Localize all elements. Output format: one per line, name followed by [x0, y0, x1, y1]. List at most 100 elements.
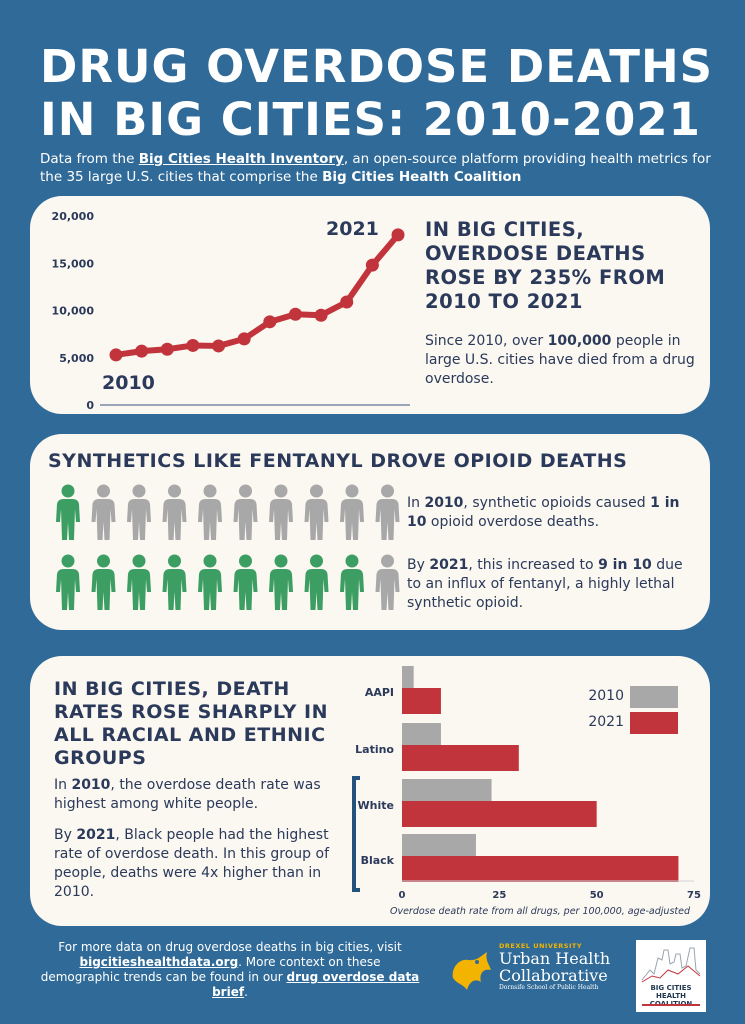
card1-text-c: people in large U.S. cities have died fr… [425, 333, 695, 387]
card2-t1e: opioid overdose deaths. [426, 514, 600, 530]
card2-t1a: In [407, 495, 425, 511]
overdose-line-chart: 20,000 15,000 10,000 5,000 0 2010 2021 [52, 210, 410, 412]
data-point-2020 [365, 258, 379, 272]
card1-text-b: 100,000 [547, 333, 612, 349]
uhc-line-2: Collaborative [499, 966, 608, 985]
overdose-series-line [113, 231, 401, 358]
person-icon [304, 484, 329, 540]
data-point-2021 [391, 228, 405, 242]
card3-t1c: , the overdose death rate was highest am… [54, 777, 321, 812]
data-point-2017 [288, 307, 302, 321]
person-icon [340, 484, 364, 540]
card2-t2e: due to an influx of fentanyl, a highly l… [407, 557, 683, 611]
card2-t2a: By [407, 557, 430, 573]
card2-t1c: , synthetic opioids caused [463, 495, 651, 511]
legend-label-2021: 2021 [588, 714, 624, 730]
person-icon [91, 484, 116, 540]
intro-text: Data from the Big Cities Health Inventor… [40, 150, 720, 186]
card2-t2b: 2021 [429, 557, 469, 573]
race-ethnicity-card: IN BIG CITIES, DEATH RATES ROSE SHARPLY … [30, 656, 710, 926]
bar-black-2010 [402, 834, 476, 856]
footer-link-website[interactable]: bigcitieshealthdata.org [79, 955, 239, 969]
legend-swatch-2010 [630, 686, 678, 708]
bar-black-2021 [402, 856, 679, 882]
bar-latino-2010 [402, 723, 441, 745]
category-label-black: Black [361, 854, 395, 867]
person-icon [198, 484, 222, 540]
end-year-label: 2021 [326, 218, 379, 240]
category-label-white: White [358, 799, 394, 812]
footer-a: For more data on drug overdose deaths in… [58, 940, 402, 954]
urban-health-collaborative-logo: DREXEL UNIVERSITY Urban Health Collabora… [447, 942, 627, 1002]
y-tick-label: 5,000 [59, 352, 94, 365]
race-bar-chart: AAPI Latino White Black 0 25 50 75 Overdose deat… [352, 666, 701, 917]
data-point-2018 [314, 308, 328, 322]
y-tick-label: 15,000 [52, 257, 95, 270]
page-title: DRUG OVERDOSE DEATHS IN BIG CITIES: 2010… [40, 40, 720, 146]
x-tick-label: 0 [399, 890, 406, 901]
person-icon [56, 484, 80, 540]
person-icon [233, 484, 258, 540]
person-icon [56, 554, 80, 610]
data-point-2012 [160, 342, 174, 356]
card3-t2a: By [54, 827, 77, 843]
x-tick-label: 25 [492, 890, 506, 901]
card3-text-2010: In 2010, the overdose death rate was hig… [54, 776, 354, 814]
data-point-2019 [340, 295, 354, 309]
data-point-2016 [263, 315, 277, 329]
card2-heading: SYNTHETICS LIKE FENTANYL DROVE OPIOID DE… [48, 450, 628, 472]
y-tick-label: 20,000 [52, 210, 95, 223]
person-icon [269, 484, 293, 540]
data-point-2013 [186, 338, 200, 352]
person-icon [375, 554, 400, 610]
dragon-icon [452, 952, 491, 990]
x-axis-title: Overdose death rate from all drugs, per … [390, 906, 691, 917]
uhc-text: DREXEL UNIVERSITY Urban Health Collabora… [499, 942, 629, 991]
person-icon [127, 554, 151, 610]
person-icon [375, 484, 400, 540]
category-label-aapi: AAPI [365, 686, 394, 699]
card2-text-2021: By 2021, this increased to 9 in 10 due t… [407, 556, 697, 613]
card2-text-2010: In 2010, synthetic opioids caused 1 in 1… [407, 494, 697, 532]
card3-t2b: 2021 [76, 827, 116, 843]
fentanyl-card: SYNTHETICS LIKE FENTANYL DROVE OPIOID DE… [30, 434, 710, 630]
start-year-label: 2010 [102, 372, 155, 394]
footer-link-brief[interactable]: drug overdose data brief [212, 970, 420, 999]
card3-t2c: , Black people had the highest rate of o… [54, 827, 330, 900]
intro-part-2: , an open-source platform providing heal… [40, 151, 711, 185]
card2-t1d: 1 in 10 [407, 495, 680, 530]
bar-white-2010 [402, 779, 492, 801]
card3-t1b: 2010 [71, 777, 111, 793]
bar-white-2021 [402, 801, 597, 827]
footer-text: For more data on drug overdose deaths in… [40, 940, 420, 1000]
legend-label-2010: 2010 [588, 688, 624, 704]
bchi-link[interactable]: Big Cities Health Inventory [138, 151, 344, 167]
person-icon [269, 554, 293, 610]
y-tick-label: 10,000 [52, 305, 95, 318]
card1-text-a: Since 2010, over [425, 333, 548, 349]
data-point-2010 [109, 348, 123, 362]
person-icon [162, 484, 187, 540]
person-icon [127, 484, 151, 540]
card3-text-2021: By 2021, Black people had the highest ra… [54, 826, 354, 902]
bchc-underline [642, 1004, 700, 1006]
card1-text: Since 2010, over 100,000 people in large… [425, 332, 695, 389]
legend-swatch-2021 [630, 712, 678, 734]
skyline-icon [641, 947, 701, 983]
data-point-2014 [212, 339, 226, 353]
data-point-2011 [135, 344, 149, 358]
x-tick-label: 75 [687, 890, 701, 901]
bchc-name: Big Cities Health Coalition [322, 169, 522, 185]
card3-heading: IN BIG CITIES, DEATH RATES ROSE SHARPLY … [54, 678, 328, 769]
category-label-latino: Latino [355, 743, 394, 756]
title-line-1: DRUG OVERDOSE DEATHS [40, 40, 714, 93]
card2-t2c: , this increased to [468, 557, 599, 573]
person-icon [162, 554, 187, 610]
bar-aapi-2010 [402, 666, 414, 688]
x-tick-label: 50 [590, 890, 604, 901]
y-tick-label: 0 [86, 399, 94, 412]
person-icon [91, 554, 116, 610]
card2-t1b: 2010 [424, 495, 464, 511]
total-deaths-card: 20,000 15,000 10,000 5,000 0 2010 2021 IN BIG … [30, 196, 710, 414]
uhc-line-1: Urban Health [499, 949, 611, 968]
